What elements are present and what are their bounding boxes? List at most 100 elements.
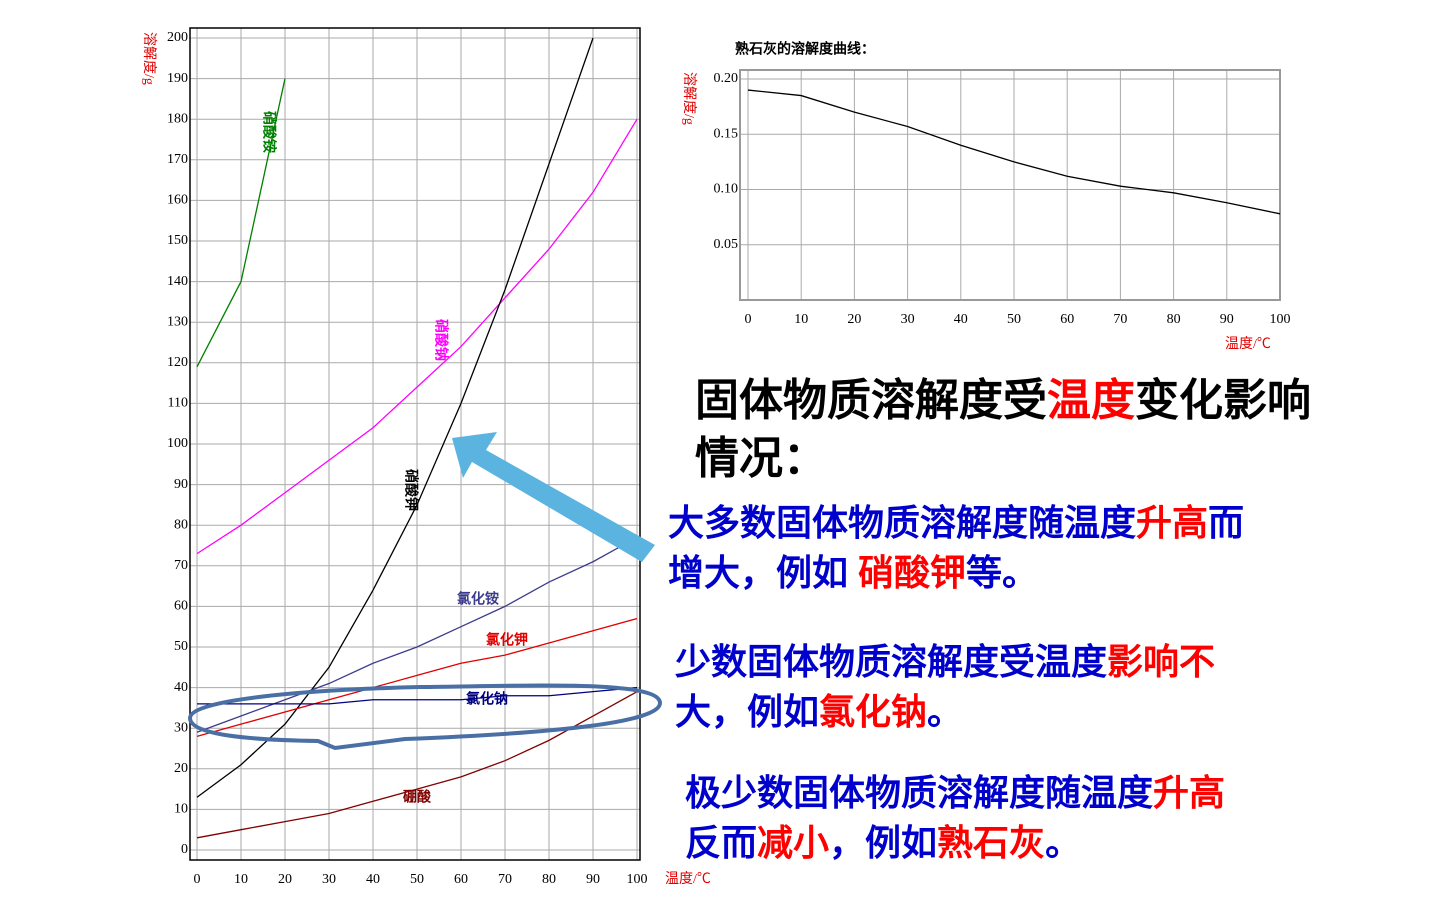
- highlight-ellipse: [187, 683, 663, 751]
- text-run: 温度: [1047, 376, 1135, 425]
- plot-frame: [739, 69, 1281, 301]
- y-tick-label: 0.15: [714, 126, 739, 141]
- text-run: 氯化钠: [819, 691, 928, 732]
- y-tick-label: 180: [167, 111, 188, 126]
- y-tick-label: 40: [174, 680, 188, 695]
- x-tick-label: 40: [954, 312, 968, 327]
- arrow: [452, 432, 655, 562]
- plot-frame: [189, 27, 641, 861]
- text-run: 极少数固体物质溶解度随温度: [685, 772, 1154, 813]
- x-tick-label: 0: [194, 872, 201, 887]
- y-tick-label: 0.10: [714, 182, 739, 197]
- y-tick-label: 100: [167, 436, 188, 451]
- y-tick-label: 150: [167, 233, 188, 248]
- series-label: 硝酸钠: [433, 319, 449, 361]
- text-run: 情况：: [695, 434, 827, 483]
- text-block: 固体物质溶解度受温度变化影响 情况：: [695, 372, 1311, 488]
- text-run: 硝酸钾: [858, 552, 967, 593]
- x-tick-label: 100: [1270, 312, 1291, 327]
- y-tick-label: 130: [167, 314, 188, 329]
- series-label: 氯化钠: [466, 691, 508, 707]
- y-tick-label: 20: [174, 761, 188, 776]
- text-run: 等。: [966, 552, 1039, 593]
- x-tick-label: 40: [366, 872, 380, 887]
- text-line: 大，例如氯化钠。: [675, 687, 1215, 737]
- y-tick-label: 120: [167, 355, 188, 370]
- y-tick-label: 140: [167, 274, 188, 289]
- series-label: 硼酸: [403, 789, 432, 805]
- y-tick-label: 80: [174, 517, 188, 532]
- x-tick-label: 50: [1007, 312, 1021, 327]
- series-line: [196, 37, 594, 798]
- text-run: 增大，例如: [668, 552, 859, 593]
- series-line: [747, 89, 1281, 215]
- text-run: 影响不: [1107, 641, 1216, 682]
- text-run: 升高: [1136, 502, 1209, 543]
- text-run: 少数固体物质溶解度受温度: [675, 641, 1108, 682]
- text-line: 极少数固体物质溶解度随温度升高: [685, 768, 1225, 818]
- text-run: 固体物质溶解度受: [695, 376, 1047, 425]
- y-tick-label: 200: [167, 30, 188, 45]
- text-run: 熟石灰: [937, 822, 1046, 863]
- x-tick-label: 60: [454, 872, 468, 887]
- y-tick-label: 110: [168, 396, 188, 411]
- y-tick-label: 160: [167, 193, 188, 208]
- y-tick-label: 0.05: [714, 237, 739, 252]
- x-tick-label: 20: [278, 872, 292, 887]
- text-line: 固体物质溶解度受温度变化影响: [695, 372, 1311, 430]
- x-tick-label: 100: [627, 872, 648, 887]
- y-tick-label: 0.20: [714, 71, 739, 86]
- y-axis-label: 溶解度/g: [681, 72, 697, 125]
- text-run: 反而: [685, 822, 758, 863]
- x-tick-label: 10: [234, 872, 248, 887]
- y-tick-label: 170: [167, 152, 188, 167]
- series-label: 氯化铵: [457, 591, 499, 607]
- x-axis-label: 温度/℃: [665, 871, 711, 887]
- y-axis-label: 溶解度/g: [141, 32, 157, 85]
- y-tick-label: 60: [174, 599, 188, 614]
- x-tick-label: 80: [1167, 312, 1181, 327]
- x-tick-label: 70: [1113, 312, 1127, 327]
- x-tick-label: 20: [847, 312, 861, 327]
- text-run: 变化影响: [1135, 376, 1311, 425]
- x-axis-label: 温度/℃: [1225, 336, 1271, 352]
- text-run: 大多数固体物质溶解度随温度: [668, 502, 1137, 543]
- x-tick-label: 0: [745, 312, 752, 327]
- y-tick-label: 30: [174, 720, 188, 735]
- text-line: 少数固体物质溶解度受温度影响不: [675, 637, 1215, 687]
- x-tick-label: 70: [498, 872, 512, 887]
- text-run: ，例如: [829, 822, 938, 863]
- x-tick-label: 90: [1220, 312, 1234, 327]
- text-block: 少数固体物质溶解度受温度影响不 大，例如氯化钠。: [675, 637, 1215, 737]
- text-run: 升高: [1153, 772, 1226, 813]
- text-run: 而: [1208, 502, 1245, 543]
- text-line: 反而减小，例如熟石灰。: [685, 818, 1225, 868]
- text-line: 情况：: [695, 430, 1311, 488]
- series-line: [196, 118, 638, 555]
- x-tick-label: 30: [901, 312, 915, 327]
- series-line: [197, 686, 638, 705]
- text-block: 极少数固体物质溶解度随温度升高 反而减小，例如熟石灰。: [685, 768, 1225, 868]
- y-tick-label: 10: [174, 802, 188, 817]
- text-run: 。: [1045, 822, 1082, 863]
- text-block: 大多数固体物质溶解度随温度升高而 增大，例如 硝酸钾等。: [668, 498, 1244, 598]
- series-line: [196, 691, 638, 839]
- x-tick-label: 30: [322, 872, 336, 887]
- x-tick-label: 50: [410, 872, 424, 887]
- x-tick-label: 10: [794, 312, 808, 327]
- text-run: 。: [927, 691, 964, 732]
- y-tick-label: 190: [167, 71, 188, 86]
- text-line: 增大，例如 硝酸钾等。: [668, 548, 1244, 598]
- y-tick-label: 0: [181, 842, 188, 857]
- text-run: 减小: [757, 822, 830, 863]
- x-tick-label: 80: [542, 872, 556, 887]
- x-tick-label: 60: [1060, 312, 1074, 327]
- series-line: [196, 536, 638, 733]
- x-tick-label: 90: [586, 872, 600, 887]
- series-label: 氯化钾: [486, 632, 528, 648]
- text-line: 大多数固体物质溶解度随温度升高而: [668, 498, 1244, 548]
- series-line: [196, 78, 286, 368]
- text-run: 大，例如: [675, 691, 820, 732]
